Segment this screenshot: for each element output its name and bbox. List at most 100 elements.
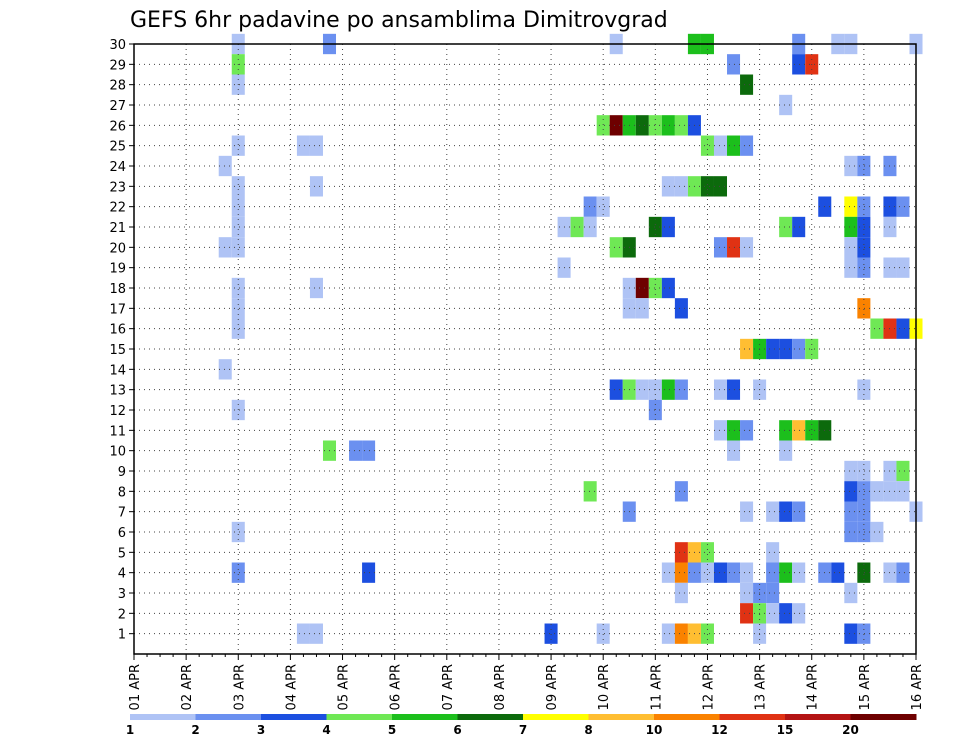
- heatmap-cell: [857, 623, 871, 644]
- y-tick-label: 23: [109, 180, 126, 195]
- heatmap-cell: [309, 135, 323, 156]
- legend-swatch: [719, 714, 786, 720]
- heatmap-cell: [844, 460, 858, 482]
- heatmap-cell: [857, 155, 871, 177]
- x-tick-label: 13 APR: [754, 664, 769, 710]
- y-tick-label: 24: [109, 160, 126, 175]
- y-tick-label: 13: [109, 384, 126, 399]
- x-tick-label: 12 APR: [701, 664, 716, 710]
- heatmap-cell: [766, 338, 780, 360]
- heatmap-cell: [766, 501, 780, 522]
- heatmap-cell: [805, 338, 819, 360]
- heatmap-cell: [231, 298, 245, 319]
- y-tick-label: 28: [109, 79, 126, 94]
- heatmap-cell: [583, 216, 597, 238]
- heatmap-cell: [713, 420, 728, 441]
- heatmap-cell: [896, 460, 910, 482]
- heatmap-cell: [570, 216, 584, 238]
- heatmap-cell: [896, 196, 910, 217]
- heatmap-cell: [779, 216, 793, 238]
- legend-swatch: [588, 714, 655, 720]
- x-tick-label: 06 APR: [389, 664, 404, 710]
- heatmap-cell: [857, 257, 871, 278]
- legend-label: 6: [453, 723, 461, 737]
- heatmap-cell: [896, 318, 910, 339]
- heatmap-cell: [661, 176, 675, 197]
- heatmap-cell: [674, 115, 688, 136]
- x-tick-label: 03 APR: [232, 664, 247, 710]
- heatmap-cell: [740, 237, 754, 258]
- heatmap-cell: [231, 216, 245, 238]
- heatmap-cell: [779, 420, 793, 441]
- heatmap-cell: [844, 582, 858, 604]
- y-tick-label: 10: [109, 445, 126, 460]
- heatmap-cell: [296, 623, 310, 644]
- y-tick-label: 3: [118, 587, 126, 602]
- heatmap-cell: [635, 298, 649, 319]
- heatmap-cell: [700, 623, 714, 644]
- legend-label: 12: [711, 723, 728, 737]
- legend-label: 1: [126, 723, 134, 737]
- heatmap-cell: [792, 338, 806, 360]
- heatmap-cell: [309, 277, 323, 299]
- y-axis-ticks: 1234567891011121314151617181920212223242…: [109, 38, 134, 643]
- heatmap-cell: [740, 420, 754, 441]
- x-tick-label: 11 APR: [649, 664, 664, 710]
- y-tick-label: 9: [118, 465, 126, 480]
- x-tick-label: 14 APR: [806, 664, 821, 710]
- heatmap-cell: [309, 623, 323, 644]
- y-tick-label: 20: [109, 241, 126, 256]
- heatmap-cell: [727, 562, 741, 583]
- y-tick-label: 5: [118, 546, 126, 561]
- heatmap-cell: [231, 176, 245, 197]
- heatmap-cell: [896, 562, 910, 583]
- legend-label: 8: [584, 723, 592, 737]
- heatmap-cell: [727, 237, 741, 258]
- heatmap-cell: [844, 216, 858, 238]
- heatmap-cell: [218, 155, 232, 177]
- heatmap-cell: [674, 623, 688, 644]
- heatmap-cell: [700, 542, 714, 563]
- x-tick-label: 09 APR: [545, 664, 560, 710]
- legend-swatch: [523, 714, 589, 720]
- heatmap-cell: [661, 216, 675, 238]
- legend-swatch: [130, 714, 196, 720]
- heatmap-cell: [231, 562, 245, 583]
- heatmap-cell: [674, 582, 688, 604]
- x-tick-label: 07 APR: [441, 664, 456, 710]
- legend-label: 4: [322, 723, 330, 737]
- heatmap-cell: [674, 562, 688, 583]
- chart-title: GEFS 6hr padavine po ansamblima Dimitrov…: [130, 8, 668, 33]
- heatmap-cell: [844, 237, 858, 258]
- heatmap-cell: [740, 74, 754, 95]
- legend-swatch: [654, 714, 720, 720]
- heatmap-cell: [896, 481, 910, 502]
- heatmap-cell: [727, 135, 741, 156]
- heatmap-cell: [544, 623, 558, 644]
- heatmap-cell: [870, 481, 884, 502]
- heatmap-cell: [674, 542, 688, 563]
- heatmap-cell: [231, 318, 245, 339]
- legend-swatch: [261, 714, 327, 720]
- heatmap-cell: [231, 277, 245, 299]
- heatmap-cell: [713, 379, 728, 400]
- heatmap-cell: [766, 542, 780, 563]
- heatmap-cell: [740, 562, 754, 583]
- heatmap-cell: [674, 379, 688, 400]
- heatmap-cell: [844, 155, 858, 177]
- legend-label: 7: [519, 723, 527, 737]
- heatmap-cell: [700, 562, 714, 583]
- heatmap-cell: [857, 298, 871, 319]
- y-tick-label: 14: [109, 363, 126, 378]
- heatmap-cell: [674, 481, 688, 502]
- heatmap-cell: [596, 115, 610, 136]
- heatmap-cell: [844, 623, 858, 644]
- heatmap-cell: [218, 359, 232, 380]
- y-tick-label: 17: [109, 302, 126, 317]
- heatmap-cell: [740, 501, 754, 522]
- y-tick-label: 12: [109, 404, 126, 419]
- heatmap-cell: [661, 623, 675, 644]
- heatmap-cell: [857, 501, 871, 522]
- y-tick-label: 21: [109, 221, 126, 236]
